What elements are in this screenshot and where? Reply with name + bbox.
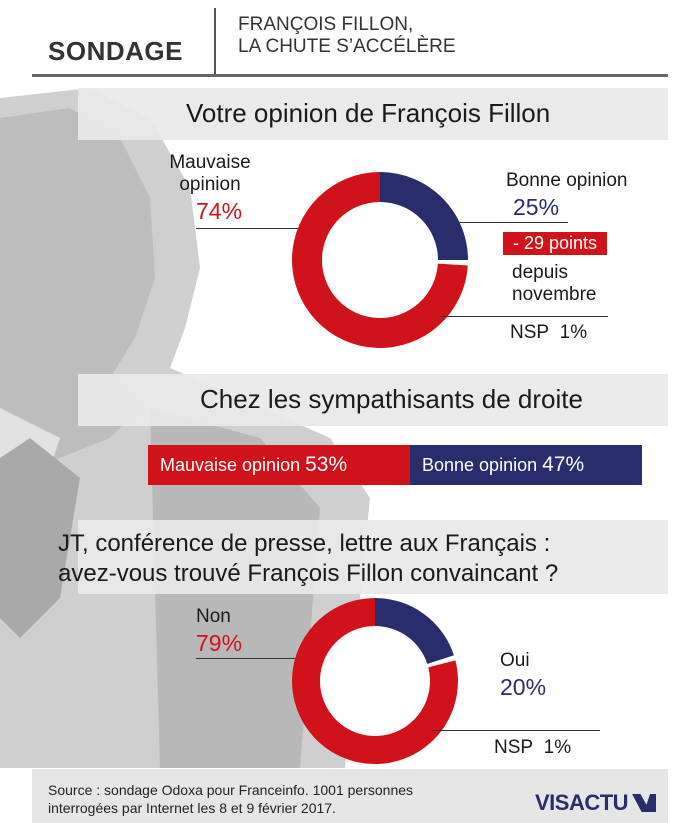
chart3-donut-slice-oui	[375, 598, 454, 665]
source-note: Source : sondage Odoxa pour Franceinfo. …	[48, 781, 488, 817]
chart3-non-value: 79%	[196, 630, 243, 656]
source-line2: interrogées par Internet les 8 et 9 févr…	[48, 800, 336, 816]
chart1-change-badge: - 29 points	[503, 232, 608, 255]
chart1-bad-label-line1: Mauvaise	[169, 152, 251, 173]
chart3-title: JT, conférence de presse, lettre aux Fra…	[58, 529, 558, 589]
visactu-logo: VISACTU	[535, 790, 657, 816]
chart1-donut	[292, 172, 468, 348]
chart3-oui-label: Oui	[500, 650, 530, 671]
chart3-oui-value: 20%	[500, 674, 547, 700]
chart2-bar-good-value: 47%	[542, 453, 585, 476]
chart1-good-label: Bonne opinion	[506, 170, 628, 191]
chart1-donut-slice-bonne-opinion	[380, 172, 468, 260]
chart3-nsp-value: 1%	[543, 737, 572, 758]
chart3-nsp-leader	[432, 730, 600, 731]
header-separator	[214, 8, 216, 74]
chart1-change-line2: novembre	[512, 284, 597, 305]
chart1-good-value: 25%	[513, 194, 560, 220]
section3-band	[78, 520, 668, 594]
chart1-title: Votre opinion de François Fillon	[186, 98, 551, 128]
chart1-donut-slice-nsp	[437, 260, 468, 266]
header-title-line2: LA CHUTE S’ACCÉLÈRE	[238, 36, 456, 57]
chart1-bad-label-line2: opinion	[179, 174, 241, 195]
chart2-bar-bad-value: 53%	[305, 453, 348, 476]
chart1-good-leader	[458, 222, 568, 223]
chart2-bar-good: Bonne opinion 47%	[410, 445, 642, 485]
chart2-bar-good-label: Bonne opinion	[422, 455, 538, 475]
chart1-nsp-label: NSP	[510, 322, 550, 343]
chart1-bad-value: 74%	[196, 198, 243, 224]
chart1-bad-label: Mauvaise opinion	[162, 152, 258, 196]
footer-band	[32, 769, 668, 823]
header-title: FRANÇOIS FILLON, LA CHUTE S’ACCÉLÈRE	[238, 14, 456, 58]
chart1-nsp-value: 1%	[559, 322, 588, 343]
chart2-title: Chez les sympathisants de droite	[200, 384, 583, 414]
chart1-change-line1: depuis	[512, 262, 568, 283]
visactu-logo-text: VISACTU	[535, 790, 629, 815]
header-tag: SONDAGE	[48, 36, 183, 66]
chart1-donut-slice-mauvaise-opinion	[292, 172, 468, 348]
chart1-change-text: depuis novembre	[512, 262, 597, 306]
chart1-nsp-leader	[440, 316, 608, 317]
chart3-donut-slice-non	[291, 598, 458, 764]
chart3-non-leader	[196, 658, 300, 659]
chart2-bar-bad-label: Mauvaise opinion	[160, 455, 301, 475]
chart3-donut	[291, 598, 458, 764]
source-line1: Source : sondage Odoxa pour Franceinfo. …	[48, 782, 414, 798]
chart1-nsp: NSP 1%	[510, 322, 587, 344]
chart3-nsp-label: NSP	[494, 737, 534, 758]
section2-band	[78, 374, 668, 426]
chart3-donut-slice-nsp	[427, 655, 456, 668]
chart2-bar-bad: Mauvaise opinion 53%	[148, 445, 410, 485]
chart3-title-line1: JT, conférence de presse, lettre aux Fra…	[58, 530, 551, 557]
section1-band	[78, 88, 668, 140]
header-title-line1: FRANÇOIS FILLON,	[238, 14, 414, 35]
header-rule	[32, 74, 668, 77]
chart3-nsp: NSP 1%	[494, 737, 571, 759]
chart1-bad-leader	[196, 228, 300, 229]
chart3-title-line2: avez-vous trouvé François Fillon convain…	[58, 560, 559, 587]
chart3-non-label: Non	[196, 606, 231, 627]
visactu-mark-icon	[632, 794, 657, 812]
